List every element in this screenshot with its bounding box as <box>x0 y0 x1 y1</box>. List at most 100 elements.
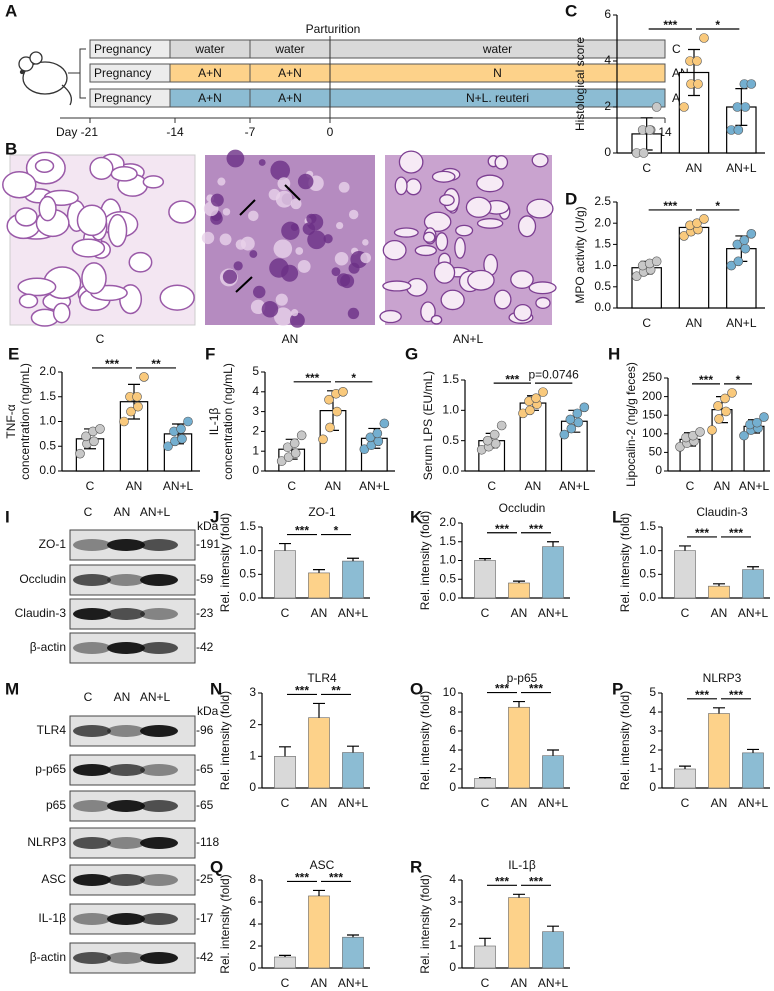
y-tick-label: 2 <box>249 938 256 952</box>
texture <box>17 277 57 297</box>
data-point <box>531 393 541 404</box>
panel-letter: B <box>5 139 17 158</box>
bar <box>342 936 364 969</box>
texture <box>517 215 537 238</box>
x-tick-label: AN <box>511 606 528 620</box>
texture <box>281 221 300 240</box>
protein-label: Occludin <box>19 572 66 586</box>
error-bar <box>279 954 291 957</box>
blot-band <box>73 952 111 964</box>
protein-label: IL-1β <box>38 911 66 925</box>
significance-label: *** <box>529 682 543 696</box>
panel-letter: R <box>410 857 422 876</box>
panel-letter: N <box>210 679 222 698</box>
texture <box>405 178 422 196</box>
panel-letter: O <box>410 679 423 698</box>
timeline-cell-text: A+N <box>278 66 302 80</box>
data-point <box>740 243 751 254</box>
blot-band <box>73 837 111 849</box>
texture <box>535 296 551 310</box>
data-point <box>679 102 689 112</box>
texture <box>360 252 372 264</box>
texture <box>297 259 311 273</box>
x-tick-label: C <box>481 976 490 990</box>
y-tick-label: 2.5 <box>594 194 611 208</box>
y-tick-label: 1.5 <box>442 372 459 386</box>
blot-band <box>73 913 111 925</box>
blot-band <box>73 874 111 886</box>
y-tick-label: 1 <box>649 761 656 775</box>
error-bar <box>747 748 759 753</box>
error-bar <box>513 580 525 583</box>
histology-caption: AN+L <box>453 332 484 346</box>
data-point <box>714 414 724 424</box>
texture <box>290 309 299 317</box>
data-point <box>176 424 186 434</box>
data-point <box>720 393 730 404</box>
bar <box>274 550 296 599</box>
protein-label: ZO-1 <box>39 537 67 551</box>
significance-label: * <box>736 373 741 387</box>
x-tick-label: C <box>681 606 690 620</box>
texture <box>398 150 424 174</box>
texture <box>201 231 215 245</box>
arrow <box>284 184 301 201</box>
chart-title: IL-1β <box>508 858 536 872</box>
kda-label: -42 <box>196 640 214 654</box>
data-point <box>296 430 307 441</box>
texture <box>253 285 266 299</box>
data-point <box>177 434 187 444</box>
y-tick-label: 1.0 <box>442 403 459 417</box>
data-point <box>713 401 723 411</box>
texture <box>420 301 436 323</box>
y-tick-label: 0.0 <box>594 300 611 314</box>
y-axis-label: IL-1β <box>207 408 221 436</box>
data-point <box>325 422 335 433</box>
x-tick-label: AN+L <box>726 161 757 175</box>
texture <box>289 312 305 328</box>
x-tick-label: AN <box>525 479 542 493</box>
blot-band <box>107 800 145 812</box>
texture <box>362 239 369 246</box>
y-tick-label: 1 <box>249 749 256 763</box>
chart-title: Claudin-3 <box>696 505 748 519</box>
y-axis-label: Rel. intensity (fold) <box>418 511 432 610</box>
mouse-icon <box>18 51 73 106</box>
texture <box>307 230 326 250</box>
panel-letter: J <box>210 507 219 526</box>
texture <box>52 302 71 324</box>
texture <box>295 247 304 255</box>
significance-label: * <box>715 18 720 32</box>
panel-letter: F <box>205 344 215 363</box>
x-tick-label: C <box>487 479 496 493</box>
y-axis-label: Serum LPS (EU/mL) <box>421 371 435 480</box>
data-point <box>752 417 762 428</box>
texture <box>439 194 455 207</box>
y-tick-label: 0.0 <box>239 590 256 604</box>
y-tick-label: 5 <box>252 364 259 378</box>
x-tick-label: AN+L <box>338 606 369 620</box>
texture <box>142 175 165 189</box>
y-tick-label: 2.0 <box>39 364 56 378</box>
error-bar <box>313 702 325 718</box>
protein-label: Claudin-3 <box>15 606 67 620</box>
y-tick-label: 4 <box>249 916 256 930</box>
kda-label: -17 <box>196 911 214 925</box>
arrow <box>235 276 253 293</box>
texture <box>435 232 449 252</box>
x-tick-label: AN+L <box>359 479 390 493</box>
y-tick-label: 10 <box>443 685 457 699</box>
x-tick-label: AN+L <box>538 606 569 620</box>
blot-band <box>73 642 111 654</box>
data-point <box>759 412 769 422</box>
y-tick-label: 1.0 <box>39 414 56 428</box>
kda-label: -96 <box>196 723 214 737</box>
significance-label: *** <box>663 18 677 32</box>
x-tick-label: C <box>481 606 490 620</box>
y-tick-label: 2 <box>604 99 611 113</box>
protein-label: β-actin <box>30 950 66 964</box>
blot-band <box>140 574 178 586</box>
y-tick-label: 0.0 <box>39 463 56 477</box>
data-point <box>318 434 328 445</box>
data-point <box>525 405 535 416</box>
